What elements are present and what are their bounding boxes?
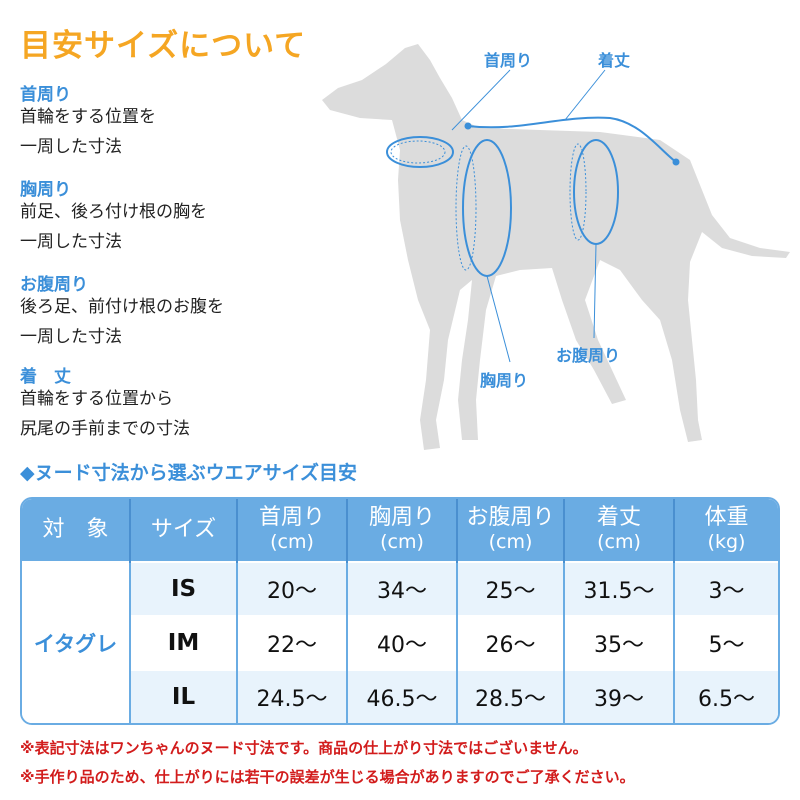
- header-neck: 首周り (cm): [237, 499, 348, 562]
- header-chest: 胸周り (cm): [347, 499, 458, 562]
- def-text-belly: 後ろ足、前付け根のお腹を 一周した寸法: [20, 297, 224, 347]
- target-breed: イタグレ: [22, 561, 131, 723]
- def-heading-belly: お腹周り: [20, 275, 88, 295]
- cell: 31.5〜: [564, 560, 675, 617]
- cell: 5〜: [674, 615, 778, 671]
- cell: 28.5〜: [457, 669, 565, 723]
- def-text-chest: 前足、後ろ付け根の胸を 一周した寸法: [20, 202, 207, 252]
- cell: 39〜: [564, 669, 675, 723]
- table-header-row: 対 象 サイズ 首周り (cm) 胸周り (cm) お腹周り (cm) 着丈 (cm) …: [22, 499, 778, 562]
- label-neck: 首周り: [484, 51, 533, 70]
- cell-size: IM: [130, 615, 238, 671]
- cell: 46.5〜: [347, 669, 458, 723]
- table-title: ◆ヌード寸法から選ぶウエアサイズ目安: [20, 462, 358, 484]
- cell: 3〜: [674, 560, 778, 617]
- cell: 6.5〜: [674, 669, 778, 723]
- def-text-neck: 首輪をする位置を 一周した寸法: [20, 107, 156, 157]
- def-heading-length: 着 丈: [20, 367, 71, 387]
- header-belly: お腹周り (cm): [457, 499, 565, 562]
- cell: 34〜: [347, 560, 458, 617]
- def-heading-neck: 首周り: [20, 85, 71, 105]
- cell-size: IS: [130, 560, 238, 617]
- cell: 20〜: [237, 560, 348, 617]
- cell: 25〜: [457, 560, 565, 617]
- label-length: 着丈: [598, 51, 631, 70]
- label-chest: 胸周り: [480, 371, 529, 390]
- size-table: 対 象 サイズ 首周り (cm) 胸周り (cm) お腹周り (cm) 着丈 (cm) …: [20, 497, 780, 725]
- dog-silhouette: [322, 44, 790, 450]
- header-target: 対 象: [22, 499, 131, 562]
- def-text-length: 首輪をする位置から 尻尾の手前までの寸法: [20, 389, 190, 439]
- cell: 40〜: [347, 615, 458, 671]
- header-weight: 体重 (kg): [674, 499, 778, 562]
- cell: 24.5〜: [237, 669, 348, 723]
- header-size: サイズ: [130, 499, 238, 562]
- cell: 35〜: [564, 615, 675, 671]
- note-1: ※表記寸法はワンちゃんのヌード寸法です。商品の仕上がり寸法ではございません。: [20, 739, 588, 757]
- table-row: イタグレ IS 20〜 34〜 25〜 31.5〜 3〜: [22, 560, 778, 723]
- header-length: 着丈 (cm): [564, 499, 675, 562]
- table-row: IM 22〜 40〜 26〜 35〜 5〜: [22, 615, 778, 671]
- def-heading-chest: 胸周り: [20, 180, 71, 200]
- cell-size: IL: [130, 669, 238, 723]
- label-belly: お腹周り: [556, 346, 621, 365]
- table-row: IL 24.5〜 46.5〜 28.5〜 39〜 6.5〜: [22, 669, 778, 723]
- page-title: 目安サイズについて: [20, 28, 307, 64]
- cell: 26〜: [457, 615, 565, 671]
- note-2: ※手作り品のため、仕上がりには若干の誤差が生じる場合がありますのでご了承ください…: [20, 768, 635, 786]
- dog-diagram: [322, 44, 790, 450]
- cell: 22〜: [237, 615, 348, 671]
